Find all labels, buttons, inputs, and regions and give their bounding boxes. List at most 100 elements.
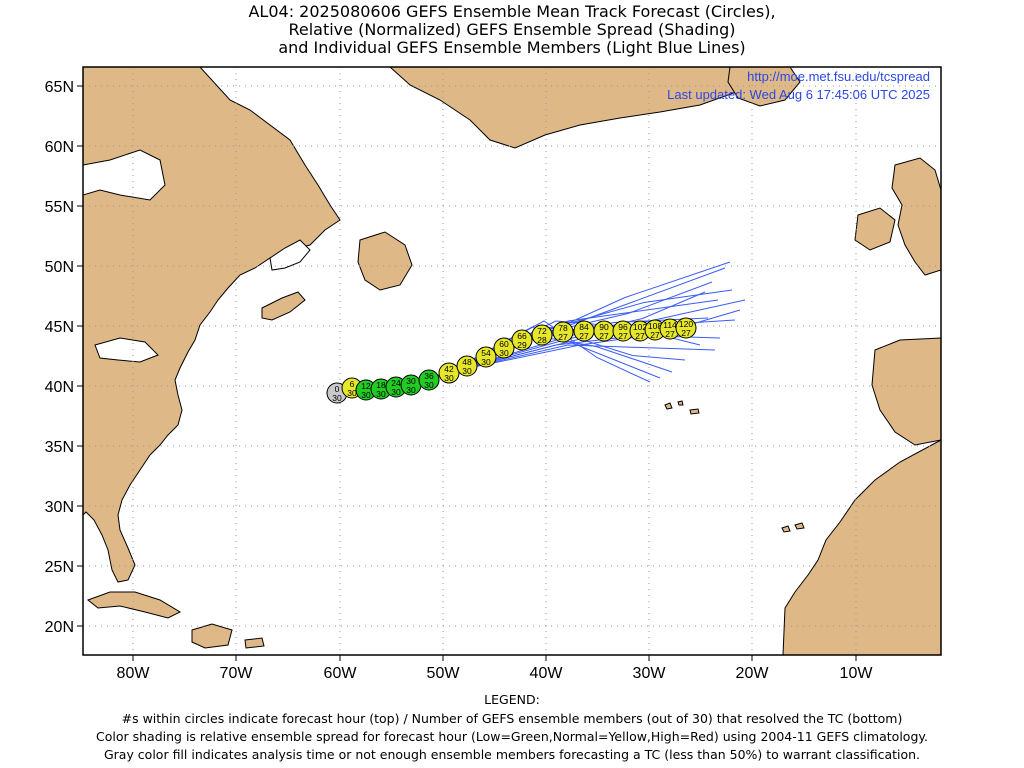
legend-line-1: #s within circles indicate forecast hour… — [121, 711, 903, 726]
great-britain — [891, 157, 941, 276]
ireland — [854, 207, 896, 251]
forecast-hour-label: 6 — [350, 379, 355, 389]
hispaniola — [191, 623, 233, 649]
member-count-label: 30 — [361, 390, 371, 400]
map-frame — [82, 66, 942, 656]
legend-line-2: Color shading is relative ensemble sprea… — [96, 729, 928, 744]
canary-islands — [781, 522, 805, 533]
forecast-track-circles: 0306301230183024303030363042304830543060… — [326, 317, 697, 404]
forecast-hour-label: 60 — [499, 339, 509, 349]
forecast-hour-label: 90 — [599, 322, 609, 332]
forecast-hour-label: 84 — [579, 322, 589, 332]
member-count-label: 29 — [517, 340, 527, 350]
lat-label: 20N — [45, 619, 74, 636]
newfoundland — [357, 231, 413, 291]
forecast-hour-label: 96 — [618, 322, 628, 332]
lat-label: 45N — [45, 319, 74, 336]
lon-label: 10W — [840, 665, 874, 682]
member-count-label: 27 — [579, 331, 589, 341]
forecast-hour-label: 102 — [633, 322, 647, 332]
lat-label: 30N — [45, 499, 74, 516]
lon-label: 50W — [427, 665, 461, 682]
forecast-circle-fill — [438, 362, 460, 384]
lat-label: 65N — [45, 79, 74, 96]
forecast-circle-fill — [493, 337, 515, 359]
member-count-label: 27 — [558, 332, 568, 342]
member-count-label: 27 — [599, 331, 609, 341]
legend-heading: LEGEND: — [484, 692, 540, 707]
forecast-circle-fill — [511, 329, 533, 351]
lon-label: 40W — [530, 665, 564, 682]
member-count-label: 27 — [618, 331, 628, 341]
member-count-label: 30 — [406, 385, 416, 395]
hudson-bay — [83, 149, 166, 201]
forecast-circle-fill — [456, 355, 478, 377]
member-count-label: 30 — [332, 393, 342, 403]
member-count-label: 30 — [462, 366, 472, 376]
forecast-hour-label: 66 — [517, 331, 527, 341]
cuba — [86, 591, 182, 619]
member-count-label: 30 — [391, 387, 401, 397]
forecast-hour-label: 78 — [558, 323, 568, 333]
forecast-circle-fill — [418, 369, 440, 391]
title-line-3: and Individual GEFS Ensemble Members (Li… — [278, 38, 746, 57]
member-count-label: 27 — [635, 331, 645, 341]
title-line-1: AL04: 2025080606 GEFS Ensemble Mean Trac… — [248, 2, 776, 21]
lon-label: 80W — [117, 665, 151, 682]
track-map: 65N 60N 55N 50N 45N 40N 35N 30N 25N 20N … — [45, 66, 942, 682]
lat-label: 40N — [45, 379, 74, 396]
iberia — [871, 337, 941, 446]
member-count-label: 30 — [376, 389, 386, 399]
lat-label: 35N — [45, 439, 74, 456]
forecast-circle-fill — [552, 321, 574, 343]
member-count-label: 30 — [481, 357, 491, 367]
axis-ticks — [77, 85, 857, 661]
member-count-label: 30 — [444, 373, 454, 383]
forecast-hour-label: 12 — [361, 381, 371, 391]
land-layer — [83, 67, 941, 655]
forecast-hour-label: 120 — [679, 319, 693, 329]
lat-label: 50N — [45, 259, 74, 276]
source-url[interactable]: http://moe.met.fsu.edu/tcspread — [747, 69, 930, 84]
forecast-circle-fill — [531, 324, 553, 346]
forecast-circle-fill — [475, 346, 497, 368]
graticule — [83, 67, 941, 655]
lon-label: 30W — [633, 665, 667, 682]
forecast-hour-label: 108 — [648, 321, 662, 331]
puerto-rico — [244, 637, 265, 649]
last-updated: Last updated: Wed Aug 6 17:45:06 UTC 202… — [667, 87, 930, 102]
member-count-label: 30 — [424, 380, 434, 390]
nova-scotia — [261, 291, 306, 321]
lon-label: 20W — [736, 665, 770, 682]
lon-label: 60W — [324, 665, 358, 682]
forecast-hour-label: 30 — [406, 376, 416, 386]
member-count-label: 30 — [499, 348, 509, 358]
great-lakes — [94, 337, 159, 363]
member-count-label: 27 — [681, 328, 691, 338]
forecast-hour-label: 72 — [537, 326, 547, 336]
member-count-label: 28 — [537, 335, 547, 345]
azores-islands — [664, 400, 700, 415]
member-count-label: 27 — [665, 329, 675, 339]
iceland — [727, 67, 801, 107]
lat-label: 25N — [45, 559, 74, 576]
member-count-label: 27 — [650, 330, 660, 340]
member-count-label: 30 — [347, 388, 357, 398]
forecast-hour-label: 36 — [424, 371, 434, 381]
forecast-hour-label: 0 — [335, 384, 340, 394]
forecast-hour-label: 42 — [444, 364, 454, 374]
lon-label: 70W — [220, 665, 254, 682]
forecast-circle-fill — [675, 317, 697, 339]
